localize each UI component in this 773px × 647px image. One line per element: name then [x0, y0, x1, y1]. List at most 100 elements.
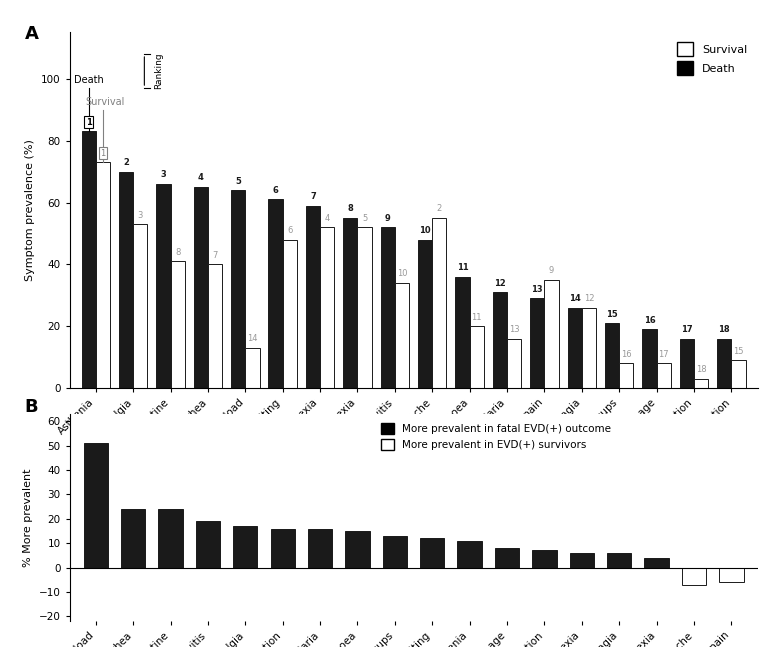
Bar [121, 509, 145, 567]
Text: A: A [25, 25, 39, 43]
Bar [455, 277, 470, 388]
Bar [196, 521, 220, 567]
Text: 2: 2 [123, 158, 129, 167]
Bar [582, 308, 596, 388]
Bar [283, 239, 297, 388]
Bar [383, 536, 407, 567]
Bar [233, 526, 257, 567]
Bar [231, 190, 245, 388]
Text: 3: 3 [161, 170, 166, 179]
Text: 12: 12 [584, 294, 594, 303]
Bar [158, 509, 182, 567]
Text: 15: 15 [606, 309, 618, 318]
Bar [346, 531, 369, 567]
Y-axis label: % More prevalent: % More prevalent [23, 468, 33, 567]
Bar [493, 292, 507, 388]
Bar [642, 329, 656, 388]
Bar [567, 308, 582, 388]
Legend: Survival, Death: Survival, Death [673, 38, 752, 80]
Bar [458, 541, 482, 567]
Bar [570, 553, 594, 567]
Text: 5: 5 [235, 177, 241, 186]
Bar [432, 218, 447, 388]
Text: 7: 7 [213, 251, 218, 260]
Bar [96, 162, 110, 388]
Text: 9: 9 [549, 267, 554, 275]
Text: 17: 17 [681, 325, 693, 334]
Text: 11: 11 [457, 263, 468, 272]
Bar [682, 567, 706, 585]
Text: 6: 6 [287, 226, 292, 235]
Bar [268, 199, 283, 388]
Text: 4: 4 [325, 214, 330, 223]
Bar [380, 227, 395, 388]
Bar [133, 225, 148, 388]
Bar [470, 326, 484, 388]
Bar [171, 261, 185, 388]
Text: 6: 6 [273, 186, 278, 195]
Text: 2: 2 [437, 204, 442, 214]
Bar [533, 551, 557, 567]
Bar [607, 553, 632, 567]
Bar [156, 184, 171, 388]
Bar [420, 538, 444, 567]
Bar [679, 338, 694, 388]
Legend: More prevalent in fatal EVD(+) outcome, More prevalent in EVD(+) survivors: More prevalent in fatal EVD(+) outcome, … [381, 423, 611, 450]
Text: 11: 11 [472, 313, 482, 322]
Text: 18: 18 [718, 325, 730, 334]
Text: Death: Death [73, 75, 104, 85]
Text: 17: 17 [659, 350, 669, 359]
Text: Ranking: Ranking [155, 52, 163, 89]
Text: Survival: Survival [85, 96, 124, 107]
Text: 1: 1 [86, 118, 91, 127]
Text: 8: 8 [175, 248, 180, 257]
Bar [83, 443, 108, 567]
Bar [395, 283, 409, 388]
Bar [357, 227, 372, 388]
Bar [418, 239, 432, 388]
Bar [194, 187, 208, 388]
Bar [530, 298, 544, 388]
Bar [694, 379, 708, 388]
Text: 14: 14 [247, 334, 257, 344]
Bar [308, 529, 332, 567]
Bar [119, 171, 133, 388]
Text: 4: 4 [198, 173, 204, 182]
Bar [544, 280, 559, 388]
Text: 1: 1 [86, 118, 91, 127]
Text: 9: 9 [385, 214, 390, 223]
Text: 1: 1 [100, 149, 105, 158]
Text: 8: 8 [348, 204, 353, 214]
Bar [619, 364, 633, 388]
Bar [507, 338, 521, 388]
Bar [645, 558, 669, 567]
Text: 1: 1 [100, 149, 105, 158]
Text: 13: 13 [532, 285, 543, 294]
Text: 12: 12 [494, 279, 506, 288]
Bar [495, 548, 519, 567]
Text: 18: 18 [696, 366, 707, 374]
Bar [605, 324, 619, 388]
Bar [731, 360, 746, 388]
Text: 10: 10 [419, 226, 431, 235]
Bar [656, 364, 671, 388]
Text: 7: 7 [310, 192, 316, 201]
Y-axis label: Symptom prevalence (%): Symptom prevalence (%) [26, 139, 36, 281]
Text: 5: 5 [362, 214, 367, 223]
Bar [271, 529, 295, 567]
Text: 3: 3 [138, 210, 143, 219]
Bar [81, 131, 96, 388]
Bar [719, 567, 744, 582]
Text: 15: 15 [734, 347, 744, 356]
Bar [208, 265, 222, 388]
Text: 16: 16 [621, 350, 632, 359]
Text: 13: 13 [509, 325, 519, 334]
Text: 10: 10 [397, 269, 407, 278]
Bar [306, 206, 320, 388]
Text: 16: 16 [644, 316, 656, 325]
Bar [320, 227, 334, 388]
Bar [245, 348, 260, 388]
Text: B: B [25, 397, 39, 415]
Text: 14: 14 [569, 294, 581, 303]
Bar [717, 338, 731, 388]
